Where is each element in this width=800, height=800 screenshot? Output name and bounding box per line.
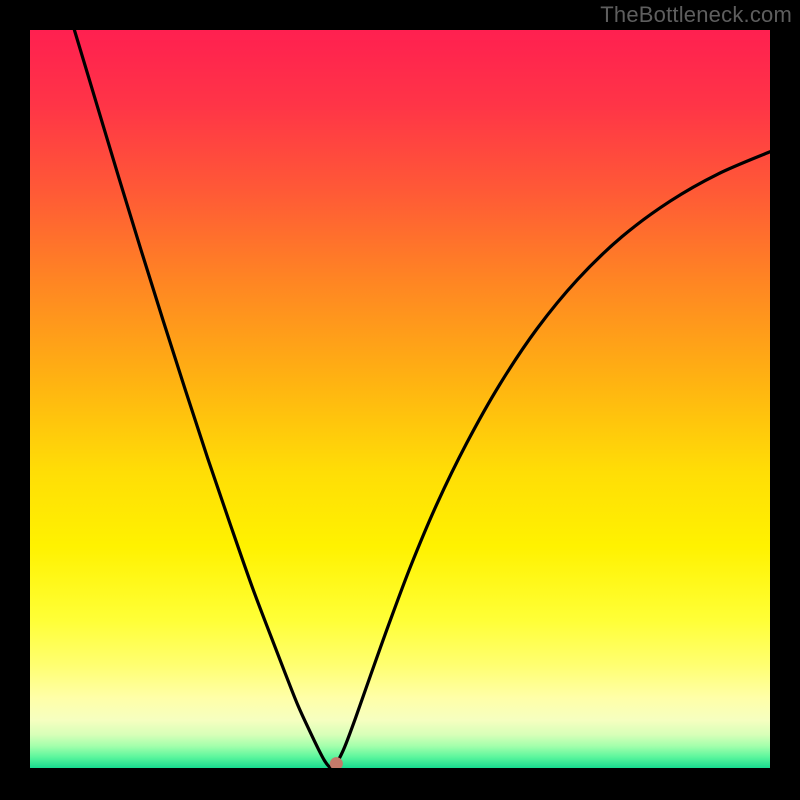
watermark-text: TheBottleneck.com (600, 2, 792, 28)
chart-frame: TheBottleneck.com (0, 0, 800, 800)
plot-area (30, 30, 770, 768)
gradient-background (30, 30, 770, 768)
bottleneck-curve-chart (30, 30, 770, 768)
